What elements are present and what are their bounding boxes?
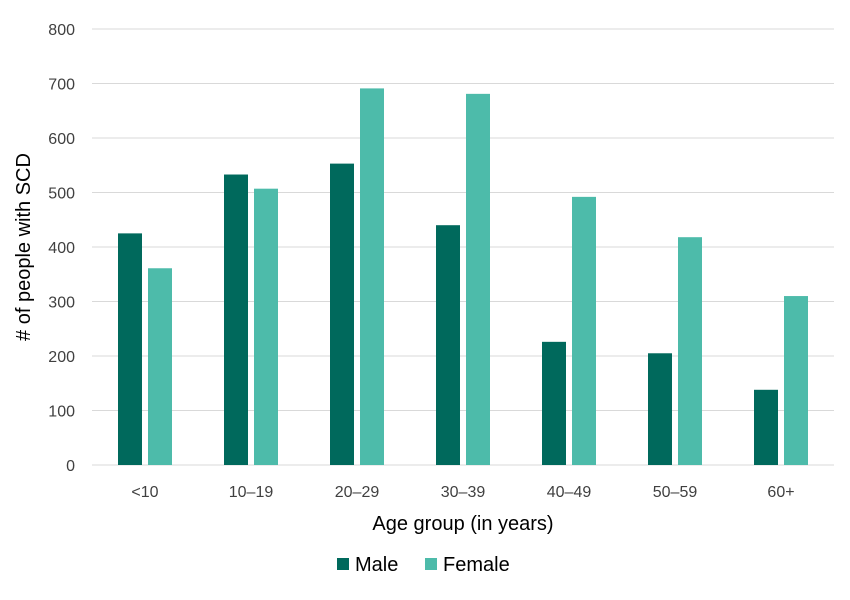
bar-male bbox=[436, 225, 460, 465]
bar-male bbox=[118, 233, 142, 465]
y-axis-title: # of people with SCD bbox=[13, 153, 35, 341]
y-tick-label: 400 bbox=[48, 240, 75, 257]
legend-label-male: Male bbox=[355, 554, 398, 576]
gridlines bbox=[92, 28, 834, 466]
y-tick-label: 0 bbox=[66, 458, 75, 475]
y-axis-tick-labels: 0 100 200 300 400 500 600 700 800 bbox=[48, 22, 75, 475]
x-tick-label: 10–19 bbox=[229, 484, 274, 501]
x-axis-title: Age group (in years) bbox=[372, 513, 553, 535]
bar-female bbox=[784, 296, 808, 465]
bar-female bbox=[572, 196, 596, 466]
bar-female bbox=[360, 88, 384, 465]
x-tick-label: 20–29 bbox=[335, 484, 380, 501]
y-tick-label: 300 bbox=[48, 295, 75, 312]
x-tick-label: 50–59 bbox=[653, 484, 698, 501]
x-tick-label: 40–49 bbox=[547, 484, 592, 501]
legend-swatch-female bbox=[425, 558, 437, 570]
y-tick-label: 200 bbox=[48, 349, 75, 366]
legend-swatch-male bbox=[337, 558, 349, 570]
x-tick-label: 30–39 bbox=[441, 484, 486, 501]
bar-female bbox=[466, 93, 490, 465]
bar-male bbox=[648, 353, 672, 465]
bar-male bbox=[542, 341, 566, 465]
bar-female bbox=[148, 268, 172, 465]
y-tick-label: 100 bbox=[48, 404, 75, 421]
bars bbox=[118, 88, 808, 466]
legend-label-female: Female bbox=[443, 554, 510, 576]
y-tick-label: 500 bbox=[48, 186, 75, 203]
y-tick-label: 800 bbox=[48, 22, 75, 39]
bar-female bbox=[678, 237, 702, 465]
legend: Male Female bbox=[337, 554, 510, 576]
bar-female bbox=[254, 188, 278, 465]
x-tick-label: <10 bbox=[131, 484, 158, 501]
x-tick-label: 60+ bbox=[767, 484, 794, 501]
bar-male bbox=[330, 163, 354, 466]
y-tick-label: 600 bbox=[48, 131, 75, 148]
x-axis-tick-labels: <10 10–19 20–29 30–39 40–49 50–59 60+ bbox=[131, 484, 794, 501]
bar-male bbox=[224, 174, 248, 465]
y-tick-label: 700 bbox=[48, 77, 75, 94]
bar-male bbox=[754, 389, 778, 465]
